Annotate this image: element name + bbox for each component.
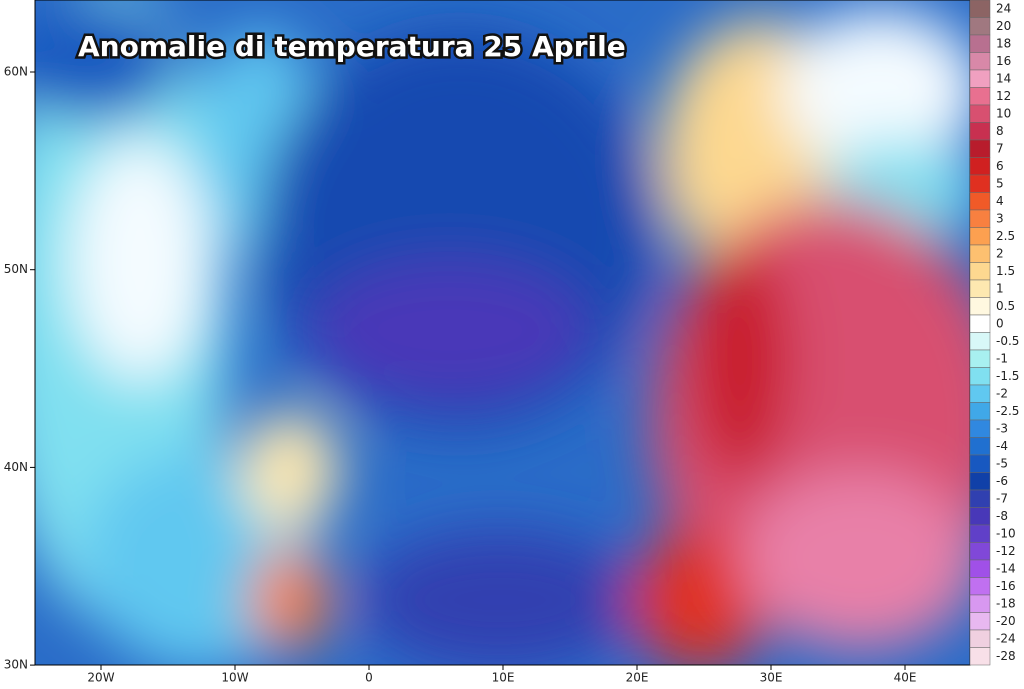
colorbar-label: 10 [996, 106, 1011, 120]
colorbar-swatch [969, 244, 991, 263]
colorbar-swatch [969, 454, 991, 473]
colorbar-label: -6 [996, 474, 1008, 488]
colorbar-swatch [969, 209, 991, 228]
colorbar-label: 8 [996, 124, 1004, 138]
colorbar-swatch [969, 489, 991, 508]
colorbar-label: -16 [996, 579, 1016, 593]
colorbar-label: -10 [996, 526, 1016, 540]
colorbar-label: -20 [996, 614, 1016, 628]
lat-label: 30N [4, 658, 28, 672]
colorbar-label: -2 [996, 386, 1008, 400]
colorbar-swatch [969, 174, 991, 193]
colorbar-swatch [969, 612, 991, 631]
colorbar-label: 0.5 [996, 299, 1015, 313]
colorbar-label: -18 [996, 596, 1016, 610]
colorbar-swatch [969, 122, 991, 141]
colorbar-swatch [969, 647, 991, 666]
lat-label: 40N [4, 460, 28, 474]
lon-label: 40E [894, 671, 917, 685]
colorbar-label: -14 [996, 561, 1016, 575]
lat-label: 60N [4, 65, 28, 79]
colorbar-swatch [969, 0, 991, 18]
colorbar-label: 24 [996, 1, 1011, 15]
colorbar-swatch [969, 594, 991, 613]
colorbar-swatch [969, 52, 991, 71]
colorbar-swatch [969, 559, 991, 578]
colorbar-label: -0.5 [996, 334, 1019, 348]
map-title: Anomalie di temperatura 25 Aprile [78, 30, 626, 63]
colorbar-label: 5 [996, 176, 1004, 190]
colorbar-swatch [969, 314, 991, 333]
colorbar-label: -28 [996, 649, 1016, 663]
colorbar-label: 7 [996, 141, 1004, 155]
colorbar-swatch [969, 629, 991, 648]
colorbar-swatch [969, 69, 991, 88]
colorbar-label: -12 [996, 544, 1016, 558]
colorbar-label: 0 [996, 316, 1004, 330]
colorbar-swatch [969, 227, 991, 246]
colorbar-label: -5 [996, 456, 1008, 470]
colorbar-swatch [969, 577, 991, 596]
colorbar-label: -8 [996, 509, 1008, 523]
colorbar-label: 16 [996, 54, 1011, 68]
colorbar-label: 2 [996, 246, 1004, 260]
colorbar-swatch [969, 402, 991, 421]
colorbar-label: -7 [996, 491, 1008, 505]
colorbar-swatch [969, 542, 991, 561]
colorbar-label: 18 [996, 36, 1011, 50]
colorbar-swatch [969, 157, 991, 176]
colorbar-swatch [969, 367, 991, 386]
colorbar-label: -4 [996, 439, 1008, 453]
colorbar-swatch [969, 104, 991, 123]
colorbar-label: -1.5 [996, 369, 1019, 383]
colorbar-label: -24 [996, 631, 1016, 645]
colorbar-swatch [969, 419, 991, 438]
lon-label: 10E [492, 671, 515, 685]
colorbar-label: -3 [996, 421, 1008, 435]
colorbar-label: 1.5 [996, 264, 1015, 278]
colorbar-swatch [969, 262, 991, 281]
colorbar-swatch [969, 437, 991, 456]
colorbar-label: 1 [996, 281, 1004, 295]
colorbar-swatch [969, 34, 991, 53]
colorbar-label: -2.5 [996, 404, 1019, 418]
lon-label: 30E [760, 671, 783, 685]
colorbar-label: 6 [996, 159, 1004, 173]
colorbar-swatch [969, 507, 991, 526]
colorbar-label: 12 [996, 89, 1011, 103]
lon-label: 0 [365, 671, 373, 685]
colorbar-label: 2.5 [996, 229, 1015, 243]
colorbar-swatch [969, 279, 991, 298]
lon-label: 20E [626, 671, 649, 685]
colorbar-swatch [969, 87, 991, 106]
colorbar-label: -1 [996, 351, 1008, 365]
colorbar-swatch [969, 139, 991, 158]
colorbar-swatch [969, 349, 991, 368]
colorbar-swatch [969, 384, 991, 403]
colorbar-swatch [969, 524, 991, 543]
colorbar-swatch [969, 17, 991, 36]
lon-label: 20W [87, 671, 114, 685]
colorbar-swatch [969, 332, 991, 351]
lon-label: 10W [221, 671, 248, 685]
colorbar-label: 14 [996, 71, 1011, 85]
colorbar-label: 3 [996, 211, 1004, 225]
lat-label: 50N [4, 262, 28, 276]
colorbar-swatch [969, 472, 991, 491]
colorbar-swatch [969, 192, 991, 211]
colorbar-label: 20 [996, 19, 1011, 33]
colorbar-label: 4 [996, 194, 1004, 208]
colorbar-swatch [969, 297, 991, 316]
anomaly-field [35, 0, 970, 665]
